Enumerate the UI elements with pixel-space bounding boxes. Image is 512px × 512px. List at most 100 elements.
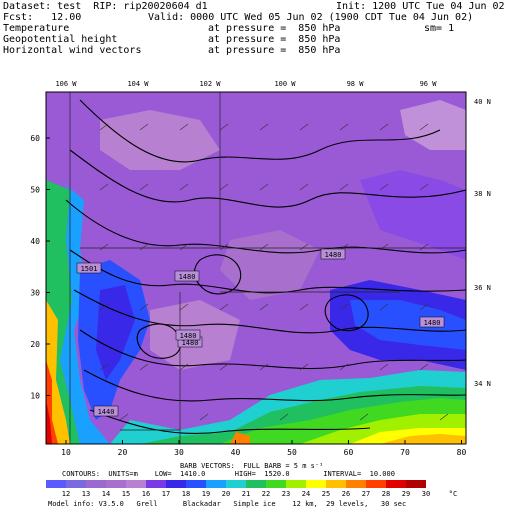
colorbar-label: 29	[401, 490, 411, 498]
y-axis-ticks: 60 50 40 30 20 10	[30, 134, 50, 401]
colorbar-label: 24	[301, 490, 311, 498]
field2-name: Geopotential height	[3, 34, 118, 45]
colorbar-label: 19	[201, 490, 211, 498]
colorbar-cell	[326, 480, 346, 488]
longitude-label: 106 W	[55, 80, 77, 88]
y-tick-label: 10	[30, 392, 40, 401]
colorbar-cell	[386, 480, 406, 488]
colorbar-label: 17	[161, 490, 171, 498]
colorbar-label: 16	[141, 490, 151, 498]
height-label-box	[175, 329, 201, 341]
longitude-label: 98 W	[347, 80, 365, 88]
colorbar-cell	[66, 480, 86, 488]
latitude-label: 40 N	[474, 98, 491, 106]
x-tick-label: 30	[174, 448, 184, 457]
colorbar-cell	[46, 480, 66, 488]
colorbar-cell	[286, 480, 306, 488]
barb-legend: BARB VECTORS: FULL BARB = 5 m s⁻¹	[180, 462, 324, 470]
plot-frame	[45, 91, 467, 445]
colorbar-cell	[86, 480, 106, 488]
colorbar-cell	[206, 480, 226, 488]
field1-level: at pressure = 850 hPa	[208, 23, 341, 34]
height-label: 1480	[424, 319, 441, 327]
x-tick-label: 50	[287, 448, 297, 457]
x-axis-ticks: 10 20 30 40 50 60 70 80	[61, 440, 466, 457]
latitude-ticks: 40 N 38 N 36 N 34 N	[474, 98, 491, 388]
contour-legend: CONTOURS: UNITS=m LOW= 1410.0 HIGH= 1520…	[62, 470, 395, 478]
valid-time: Valid: 0000 UTC Wed 05 Jun 02 (1900 CDT …	[148, 12, 474, 23]
colorbar-label: 28	[381, 490, 391, 498]
colorbar-cell	[406, 480, 426, 488]
colorbar-label: 27	[361, 490, 371, 498]
forecast-hour: Fcst: 12.00	[3, 12, 82, 23]
height-label-box	[419, 316, 445, 328]
colorbar-cell	[186, 480, 206, 488]
field2-level: at pressure = 850 hPa	[208, 34, 341, 45]
height-contours	[65, 99, 466, 435]
init-time: Init: 1200 UTC Tue 04 Jun 02	[336, 1, 505, 12]
x-tick-label: 40	[231, 448, 241, 457]
x-tick-label: 10	[61, 448, 71, 457]
colorbar-label: 23	[281, 490, 291, 498]
colorbar-label: 18	[181, 490, 191, 498]
height-label: 1501	[81, 265, 98, 273]
longitude-label: 96 W	[420, 80, 438, 88]
height-label-box	[76, 262, 102, 274]
colorbar-label: 15	[121, 490, 131, 498]
height-label: 1480	[179, 273, 196, 281]
height-label: 1440	[98, 408, 115, 416]
colorbar-label: 21	[241, 490, 251, 498]
colorbar-label: 26	[341, 490, 351, 498]
height-label: 1480	[182, 339, 199, 347]
latitude-label: 34 N	[474, 380, 491, 388]
colorbar-cell	[146, 480, 166, 488]
colorbar-cell	[246, 480, 266, 488]
latitude-label: 38 N	[474, 190, 491, 198]
y-tick-label: 60	[30, 134, 40, 143]
colorbar-label: 14	[101, 490, 111, 498]
height-label-box	[174, 270, 200, 282]
longitude-label: 104 W	[127, 80, 149, 88]
y-tick-label: 40	[30, 237, 40, 246]
model-info: Model info: V3.5.0 Grell Blackadar Simpl…	[48, 500, 407, 508]
y-tick-label: 50	[30, 186, 40, 195]
colorbar-cell	[166, 480, 186, 488]
colorbar-cell	[346, 480, 366, 488]
colorbar-unit: °C	[448, 490, 458, 498]
map-boundaries	[69, 92, 466, 444]
colorbar-cell	[106, 480, 126, 488]
colorbar-cell	[306, 480, 326, 488]
colorbar-label: 13	[81, 490, 91, 498]
colorbar-cell	[366, 480, 386, 488]
wind-barbs	[99, 123, 449, 421]
height-label: 1480	[180, 332, 197, 340]
temperature-shading	[46, 92, 466, 444]
dataset-label: Dataset: test RIP: rip20020604 d1	[3, 1, 208, 12]
y-tick-label: 30	[30, 289, 40, 298]
field3-level: at pressure = 850 hPa	[208, 45, 341, 56]
y-tick-label: 20	[30, 340, 40, 349]
colorbar-cell	[226, 480, 246, 488]
field1-smoothing: sm= 1	[424, 23, 455, 34]
x-tick-label: 80	[457, 448, 467, 457]
longitude-ticks: 106 W 104 W 102 W 100 W 98 W 96 W	[55, 80, 437, 88]
x-tick-label: 60	[344, 448, 354, 457]
height-label: 1480	[325, 251, 342, 259]
x-tick-label: 20	[118, 448, 128, 457]
field3-name: Horizontal wind vectors	[3, 45, 142, 56]
height-label-box	[320, 248, 346, 260]
colorbar-label: 22	[261, 490, 271, 498]
colorbar-label: 12	[61, 490, 71, 498]
colorbar-label: 30	[421, 490, 431, 498]
colorbar-cell	[426, 480, 446, 488]
x-tick-label: 70	[400, 448, 410, 457]
field1-name: Temperature	[3, 23, 70, 34]
colorbar-cell	[126, 480, 146, 488]
latitude-label: 36 N	[474, 284, 491, 292]
colorbar-label: 20	[221, 490, 231, 498]
longitude-label: 100 W	[274, 80, 296, 88]
longitude-label: 102 W	[199, 80, 221, 88]
height-label-box	[93, 405, 119, 417]
